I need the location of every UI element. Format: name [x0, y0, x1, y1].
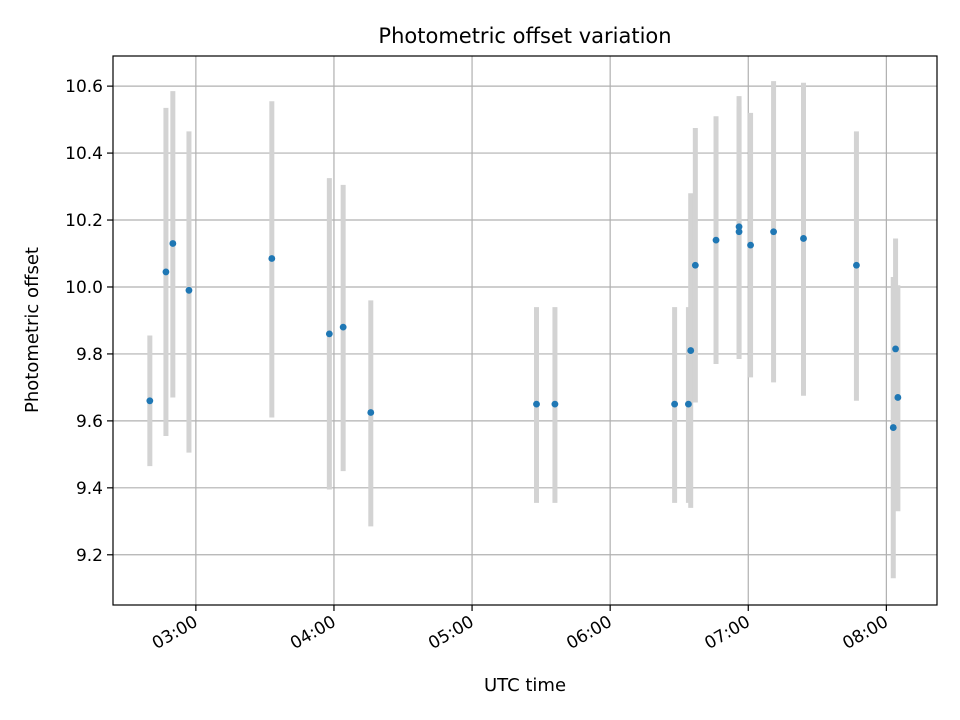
y-tick-label: 10.4	[65, 144, 103, 164]
y-tick-label: 9.8	[76, 345, 103, 365]
data-point	[770, 228, 777, 236]
data-point	[339, 323, 347, 331]
y-tick-label: 10.2	[65, 211, 103, 231]
data-point	[691, 261, 699, 269]
data-point	[894, 394, 902, 401]
data-point	[533, 400, 540, 408]
data-point	[185, 286, 193, 294]
data-point	[889, 424, 897, 431]
data-point	[685, 400, 692, 408]
y-tick-label: 9.6	[76, 412, 103, 432]
data-point	[712, 236, 720, 244]
data-point	[551, 400, 559, 408]
y-axis-title: Photometric offset	[22, 247, 43, 413]
data-point	[162, 268, 170, 276]
chart-title: Photometric offset variation	[378, 24, 671, 48]
data-point	[268, 255, 276, 262]
data-point	[853, 261, 860, 269]
data-points	[146, 223, 902, 431]
data-point	[800, 235, 807, 242]
data-point	[892, 345, 899, 353]
y-tick-label: 9.4	[76, 479, 103, 499]
x-axis-title: UTC time	[484, 675, 566, 696]
y-tick-label: 9.2	[76, 546, 103, 566]
data-point	[169, 240, 177, 247]
data-point	[735, 223, 743, 231]
data-point	[146, 397, 154, 405]
plot-frame	[112, 55, 938, 606]
data-point	[325, 330, 333, 338]
y-axis: 9.2 9.4 9.6 9.8 10.0 10.2 10.4 10.6	[65, 77, 113, 566]
data-point	[735, 228, 743, 236]
y-tick-label: 10.0	[65, 278, 103, 298]
data-point	[367, 409, 375, 416]
data-point	[687, 347, 695, 354]
data-point	[671, 400, 679, 408]
y-tick-label: 10.6	[65, 77, 103, 97]
data-point	[747, 241, 754, 249]
